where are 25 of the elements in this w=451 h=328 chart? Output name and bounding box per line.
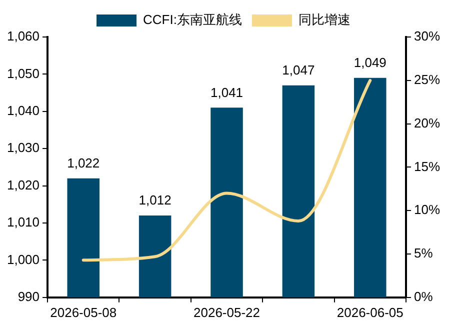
y2-tick-label: 15%	[414, 158, 440, 174]
x-tick-label: 2026-05-08	[50, 304, 117, 320]
y2-tick-label: 0%	[414, 288, 434, 304]
y-tick-label: 1,000	[6, 252, 40, 267]
y2-tick-label: 10%	[414, 202, 440, 218]
y-tick-label: 990	[18, 288, 40, 304]
y-tick-label: 1,050	[6, 66, 40, 81]
y-tick-label: 1,030	[6, 140, 40, 156]
y2-tick-label: 20%	[414, 115, 440, 130]
legend-label: CCFI:东南亚航线	[143, 12, 242, 28]
x-tick-label: 2026-06-05	[336, 304, 404, 320]
y-tick-label: 1,040	[6, 102, 40, 118]
data-label: 1,022	[67, 155, 100, 170]
data-label: 1,047	[282, 62, 315, 78]
y-tick-label: 1,020	[6, 177, 40, 192]
x-tick-label: 2026-05-22	[194, 304, 260, 320]
y-tick-label: 1,060	[6, 28, 40, 44]
legend-label: 同比增速	[298, 12, 350, 28]
data-label: 1,049	[354, 55, 386, 70]
y2-tick-label: 30%	[414, 28, 440, 44]
data-label: 1,041	[210, 84, 244, 100]
y2-tick-label: 5%	[414, 246, 434, 261]
y2-tick-label: 25%	[414, 72, 440, 87]
data-label: 1,012	[138, 192, 172, 208]
y-tick-label: 1,010	[6, 214, 40, 230]
